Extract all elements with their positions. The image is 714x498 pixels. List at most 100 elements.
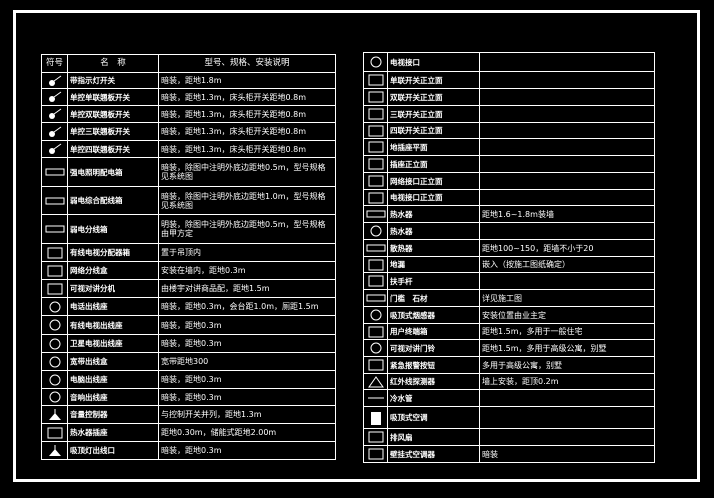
spec-cell: 暗装，距地1.8m [158, 72, 336, 89]
table-row: 冷水管 [363, 389, 655, 407]
network-jack-elevation-icon [368, 175, 383, 187]
spec-cell: 暗装，距地1.3m，床头柜开关距地0.8m [158, 105, 336, 123]
symbol-cell [41, 441, 68, 460]
spec-cell: 距地0.30m，储能式距地2.00m [158, 423, 336, 442]
symbol-cell [363, 88, 388, 106]
table-row: 电话出线座 暗装，距地0.3m，会台距1.0m，厕距1.5m [41, 297, 336, 316]
symbol-cell [363, 323, 388, 340]
floor-socket-icon [368, 141, 383, 153]
name-cell: 电视接口正立面 [387, 189, 480, 206]
table-row: 热水器插座 距地0.30m，储能式距地2.00m [41, 423, 336, 442]
intercom-icon [47, 283, 62, 294]
table-row: 弱电分线箱 明装，除图中注明外底边距地0.5m，型号规格由甲方定 [41, 214, 336, 244]
table-row: 排风扇 [363, 428, 655, 446]
spec-cell: 暗装，距地1.3m，床头柜开关距地0.8m [158, 88, 336, 106]
triple-gang-elevation-icon [368, 108, 383, 120]
symbol-cell [41, 279, 68, 298]
name-cell: 宽带出线盒 [67, 352, 159, 371]
table-row: 热水器 距地1.6~1.8m装墙 [363, 205, 655, 223]
video-doorbell-icon [370, 342, 381, 354]
table-row: 热水器 [363, 222, 655, 240]
name-cell: 卫星电视出线座 [67, 334, 159, 353]
symbol-cell [41, 388, 68, 406]
table-row: 宽带出线盒 宽带距地300 [41, 352, 336, 371]
spec-cell [479, 428, 655, 446]
table-row: 吸顶式空调 [363, 406, 655, 429]
exhaust-fan-icon [368, 431, 383, 443]
symbol-cell [41, 122, 68, 141]
name-cell: 地插座平面 [387, 138, 480, 156]
table-row: 单控单联翘板开关 暗装，距地1.3m，床头柜开关距地0.8m [41, 88, 336, 106]
volume-control-icon [48, 408, 61, 420]
name-cell: 散热器 [387, 239, 480, 257]
name-cell: 可视对讲门铃 [387, 339, 480, 357]
name-cell: 有线电视出线座 [67, 315, 159, 335]
symbol-cell [41, 261, 68, 280]
floor-drain-grid-icon [368, 259, 383, 270]
table-row: 散热器 距地100~150，距墙不小于20 [363, 239, 655, 257]
spec-cell: 暗装，距地0.3m [158, 334, 336, 353]
spec-cell: 暗装 [479, 445, 655, 463]
spec-cell: 置于吊顶内 [158, 243, 336, 262]
symbol-cell [363, 445, 388, 463]
header-symbol: 符号 [41, 54, 68, 73]
spec-cell: 安装位置由业主定 [479, 306, 655, 324]
spec-cell [479, 105, 655, 123]
symbol-cell [41, 297, 68, 316]
name-cell: 吸顶式空调 [387, 406, 480, 429]
symbol-cell [41, 405, 68, 424]
name-cell: 吸顶式烟感器 [387, 306, 480, 324]
infrared-detector-icon [367, 375, 384, 387]
tv-outlet-icon [49, 319, 60, 331]
spec-cell: 明装，除图中注明外底边距地0.5m，型号规格由甲方定 [158, 214, 336, 244]
symbol-cell [363, 272, 388, 290]
name-cell: 用户终端箱 [387, 323, 480, 340]
symbol-cell [41, 214, 68, 244]
table-row: 红外线探测器 墙上安装，距顶0.2m [363, 373, 655, 390]
symbol-cell [41, 352, 68, 371]
table-row: 吸顶灯出线口 暗装，距地0.3m [41, 441, 336, 460]
name-cell: 吸顶灯出线口 [67, 441, 159, 460]
water-heater-icon [366, 210, 385, 218]
symbol-cell [363, 356, 388, 374]
double-gang-elevation-icon [368, 91, 383, 103]
name-cell: 单控四联翘板开关 [67, 140, 159, 158]
legend-table-right: 电视接口 单联开关正立面 双联开关正立面 三联开关正立面 四联开关正立面 地插座平面 插座正… [363, 52, 655, 463]
wiring-box-icon [45, 197, 64, 204]
spec-cell: 暗装，除图中注明外底边距地0.5m，型号规格见系统图 [158, 157, 336, 187]
symbol-cell [41, 105, 68, 123]
spec-cell: 嵌入（按施工图纸确定） [479, 256, 655, 273]
table-row: 地插座平面 [363, 138, 655, 156]
name-cell: 热水器 [387, 205, 480, 223]
symbol-cell [363, 205, 388, 223]
table-row: 单控四联翘板开关 暗装，距地1.3m，床头柜开关距地0.8m [41, 140, 336, 158]
name-cell: 壁挂式空调器 [387, 445, 480, 463]
spec-cell: 详见施工图 [479, 289, 655, 307]
double-switch-icon [48, 108, 61, 119]
symbol-cell [363, 172, 388, 190]
header-name: 名 称 [67, 54, 159, 73]
name-cell: 扶手杆 [387, 272, 480, 290]
name-cell: 音量控制器 [67, 405, 159, 424]
spec-cell [479, 155, 655, 173]
name-cell: 网络接口正立面 [387, 172, 480, 190]
table-row: 壁挂式空调器 暗装 [363, 445, 655, 463]
satellite-outlet-icon [49, 338, 60, 349]
spec-cell: 多用于高级公寓，别墅 [479, 356, 655, 374]
socket-elevation-icon [368, 158, 383, 170]
table-row: 弱电综合配线箱 暗装，除图中注明外底边距地1.0m，型号规格见系统图 [41, 186, 336, 215]
spec-cell [479, 389, 655, 407]
symbol-cell [41, 315, 68, 335]
table-row: 门槛 石材 详见施工图 [363, 289, 655, 307]
single-gang-elevation-icon [368, 74, 383, 86]
quad-gang-elevation-icon [368, 125, 383, 136]
table-row: 单联开关正立面 [363, 71, 655, 89]
water-heater-round-icon [370, 225, 381, 237]
spec-cell [479, 272, 655, 290]
symbol-cell [363, 189, 388, 206]
table-row: 网络接口正立面 [363, 172, 655, 190]
table-row: 可视对讲门铃 距地1.5m，多用于高级公寓，别墅 [363, 339, 655, 357]
table-row: 音响出线座 暗装，距地0.3m [41, 388, 336, 406]
table-row: 电视接口 [363, 52, 655, 72]
switch-indicator-icon [48, 75, 61, 86]
